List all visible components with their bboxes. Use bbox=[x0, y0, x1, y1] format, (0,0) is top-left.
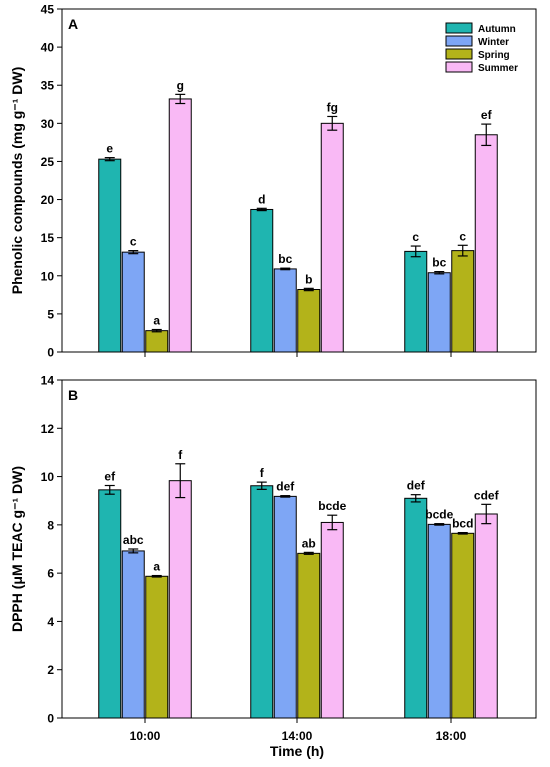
bar-spring bbox=[297, 288, 321, 353]
bar-summer bbox=[320, 122, 344, 353]
bar-winter bbox=[273, 268, 297, 353]
bar-spring bbox=[145, 330, 169, 353]
legend-label: Spring bbox=[478, 50, 510, 61]
bar-winter bbox=[427, 272, 451, 353]
bar-summer bbox=[474, 134, 498, 353]
bar-autumn bbox=[98, 158, 122, 353]
legend-swatch-summer bbox=[445, 61, 473, 73]
bar-autumn bbox=[404, 497, 428, 719]
y-tick-label: 6 bbox=[47, 567, 54, 581]
significance-label: c bbox=[412, 230, 419, 244]
y-axis-label: DPPH (μM TEAC g⁻¹ DW) bbox=[9, 466, 25, 632]
significance-label: c bbox=[459, 229, 466, 243]
significance-label: def bbox=[276, 480, 295, 494]
bar-autumn bbox=[404, 250, 428, 353]
significance-label: bcd bbox=[452, 517, 473, 531]
bar-winter bbox=[121, 251, 145, 353]
significance-label: ef bbox=[104, 470, 116, 484]
legend-label: Winter bbox=[478, 37, 509, 48]
significance-label: bc bbox=[278, 252, 292, 266]
y-tick-label: 35 bbox=[41, 79, 55, 93]
significance-label: e bbox=[106, 142, 113, 156]
significance-label: b bbox=[305, 272, 312, 286]
significance-label: g bbox=[177, 78, 184, 92]
panel-label: B bbox=[68, 387, 78, 403]
significance-label: a bbox=[153, 560, 160, 574]
y-tick-label: 10 bbox=[41, 470, 55, 484]
legend-swatch-autumn bbox=[445, 22, 473, 34]
bar-spring bbox=[145, 575, 169, 719]
panel-a-phenolic-chart: 0 5 10 15 20 25 30 35 40 45 A Phenolic compounds (m… bbox=[9, 3, 537, 360]
bar-winter bbox=[427, 523, 451, 719]
legend-label: Summer bbox=[478, 63, 518, 74]
y-axis-label: Phenolic compounds (mg g⁻¹ DW) bbox=[9, 67, 25, 295]
significance-label: def bbox=[407, 479, 426, 493]
y-tick-label: 12 bbox=[41, 422, 55, 436]
bar-winter bbox=[273, 495, 297, 719]
y-tick-label: 2 bbox=[47, 663, 54, 677]
bar-autumn bbox=[250, 208, 274, 353]
y-tick-label: 4 bbox=[47, 615, 54, 629]
bar-summer bbox=[168, 480, 192, 719]
y-tick-label: 20 bbox=[41, 193, 55, 207]
bar-winter bbox=[121, 550, 145, 719]
bar-summer bbox=[168, 98, 192, 353]
y-tick-label: 40 bbox=[41, 41, 55, 55]
significance-label: bcde bbox=[425, 508, 453, 522]
x-tick-label: 18:00 bbox=[436, 729, 467, 743]
legend-swatch-spring bbox=[445, 48, 473, 60]
y-tick-label: 45 bbox=[41, 3, 55, 17]
significance-label: a bbox=[153, 314, 160, 328]
panel-label: A bbox=[68, 16, 78, 32]
panel-b-dpph-chart: 0 2 4 6 8 10 12 14 10:00 14:00 18:00 B DPPH (μM TEAC… bbox=[9, 374, 537, 743]
significance-label: abc bbox=[123, 533, 144, 547]
y-tick-label: 15 bbox=[41, 231, 55, 245]
y-tick-label: 8 bbox=[47, 518, 54, 532]
bar-summer bbox=[320, 521, 344, 719]
y-tick-label: 5 bbox=[47, 307, 54, 321]
x-axis-label: Time (h) bbox=[270, 743, 324, 759]
significance-label: cdef bbox=[474, 488, 500, 502]
bar-summer bbox=[474, 513, 498, 719]
significance-label: ab bbox=[302, 536, 316, 550]
significance-label: f bbox=[260, 466, 265, 480]
bar-autumn bbox=[98, 489, 122, 719]
significance-label: fg bbox=[327, 100, 338, 114]
y-tick-label: 10 bbox=[41, 269, 55, 283]
bar-spring bbox=[451, 532, 475, 719]
x-tick-label: 10:00 bbox=[130, 729, 161, 743]
y-tick-label: 30 bbox=[41, 117, 55, 131]
legend-label: Autumn bbox=[478, 24, 516, 35]
x-tick-label: 14:00 bbox=[282, 729, 313, 743]
bar-spring bbox=[451, 250, 475, 353]
significance-label: bcde bbox=[318, 499, 346, 513]
legend-swatch-winter bbox=[445, 35, 473, 47]
significance-label: ef bbox=[481, 108, 493, 122]
y-tick-label: 0 bbox=[47, 712, 54, 726]
bar-autumn bbox=[250, 485, 274, 719]
y-tick-label: 25 bbox=[41, 155, 55, 169]
significance-label: d bbox=[258, 192, 265, 206]
y-tick-label: 14 bbox=[41, 374, 55, 388]
y-tick-label: 0 bbox=[47, 346, 54, 360]
significance-label: f bbox=[178, 448, 183, 462]
bar-spring bbox=[297, 552, 321, 719]
significance-label: c bbox=[130, 235, 137, 249]
significance-label: bc bbox=[432, 256, 446, 270]
